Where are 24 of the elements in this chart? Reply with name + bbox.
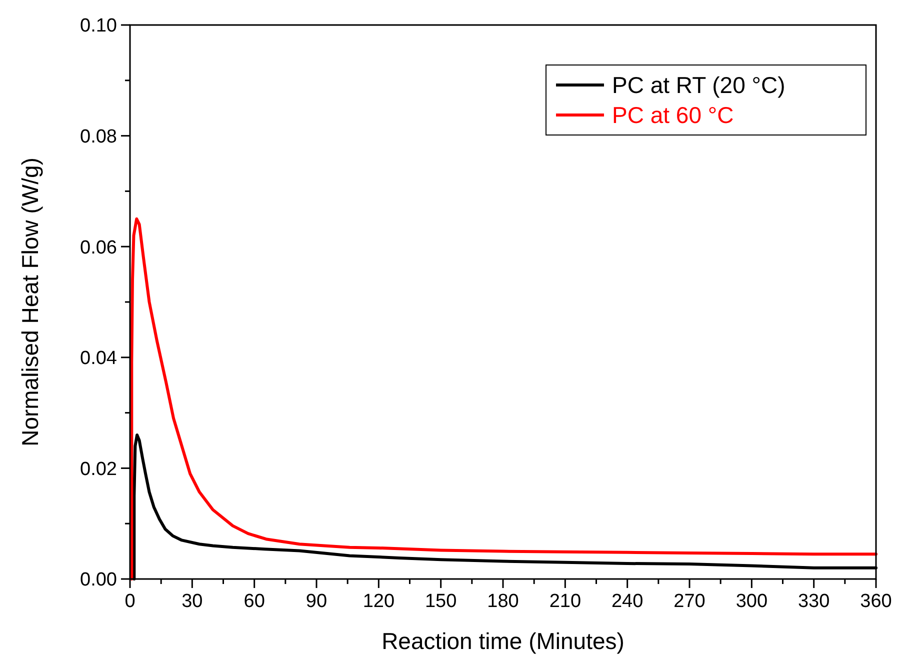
x-tick-label: 180 (487, 591, 519, 612)
x-tick-label: 60 (244, 591, 265, 612)
x-tick-label: 270 (674, 591, 706, 612)
x-axis-title: Reaction time (Minutes) (382, 628, 624, 654)
x-tick-label: 90 (306, 591, 328, 612)
y-tick-label: 0.08 (80, 126, 117, 148)
x-tick-label: 0 (124, 591, 136, 612)
x-tick-label: 150 (424, 591, 457, 612)
legend-label: PC at RT (20 °C) (612, 72, 786, 98)
x-tick-label: 210 (549, 591, 582, 612)
y-tick-label: 0.00 (80, 570, 117, 591)
line-series (130, 217, 878, 580)
x-tick-label: 330 (798, 591, 830, 612)
y-axis-title: Normalised Heat Flow (W/g) (17, 158, 43, 446)
x-tick-label: 240 (611, 591, 644, 612)
x-tick-label: 120 (362, 591, 395, 612)
x-tick-label: 360 (860, 591, 892, 612)
y-tick-label: 0.02 (80, 458, 117, 480)
x-tick-label: 30 (182, 591, 203, 612)
y-tick-label: 0.04 (80, 348, 118, 370)
y-tick-label: 0.10 (80, 16, 117, 37)
x-tick-label: 300 (736, 591, 768, 612)
legend-label: PC at 60 °C (612, 102, 734, 128)
y-tick-label: 0.06 (80, 237, 117, 258)
